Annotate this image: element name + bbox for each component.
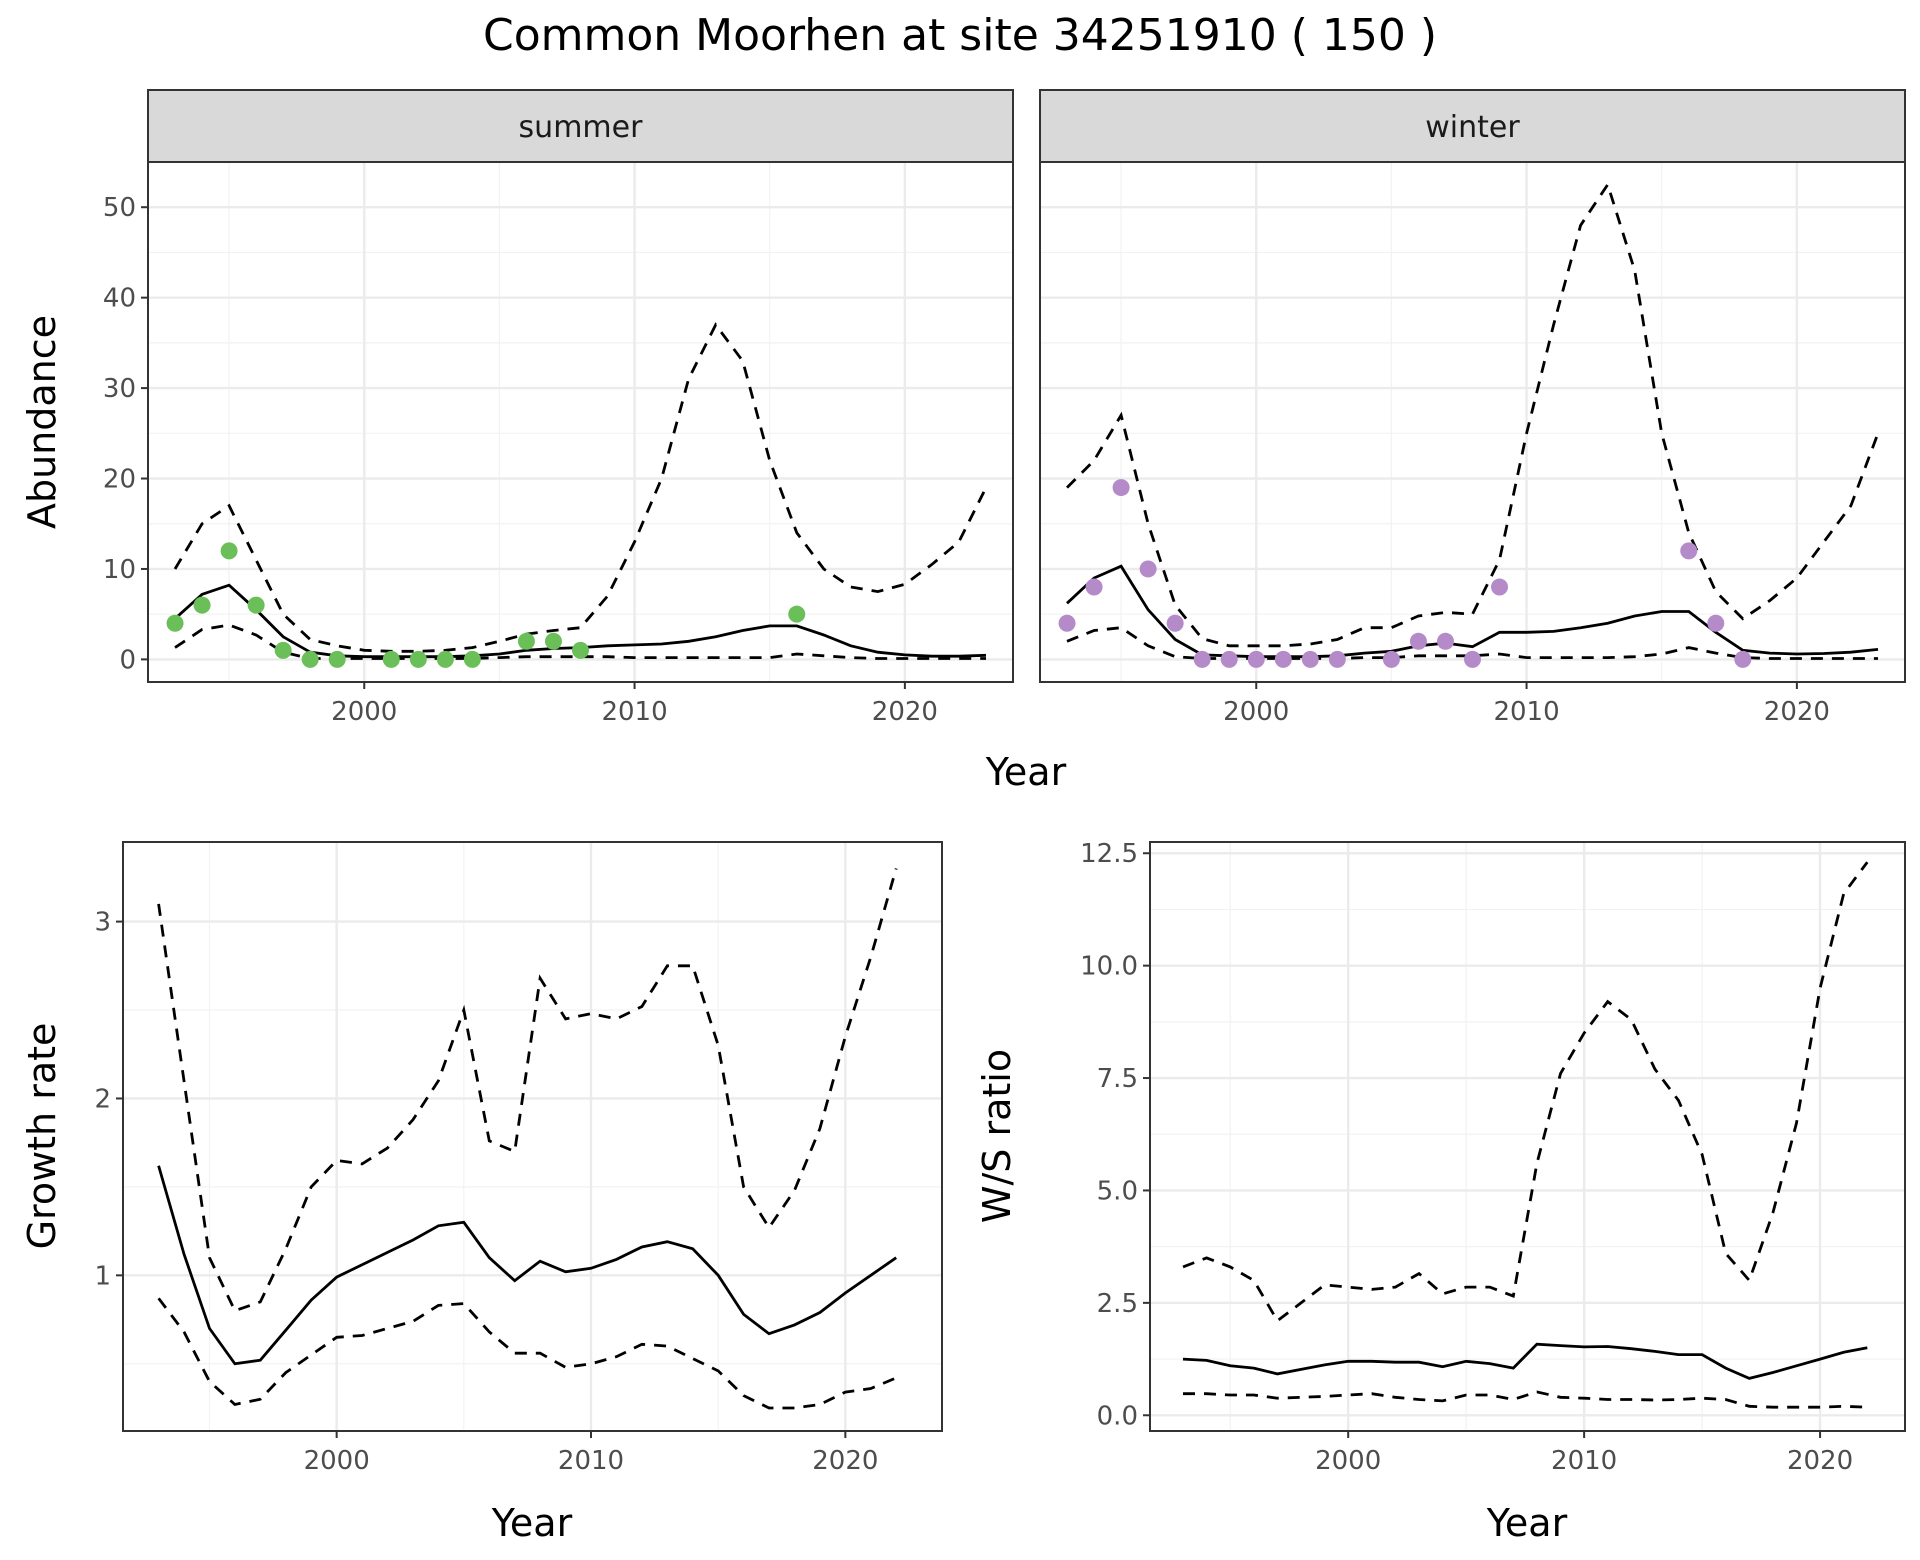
y-axis-label: Growth rate bbox=[20, 1023, 64, 1250]
x-tick-label: 2000 bbox=[1315, 1446, 1381, 1476]
observed-point bbox=[166, 614, 184, 632]
plot-background bbox=[148, 162, 1013, 682]
y-tick-label: 0.0 bbox=[1097, 1401, 1138, 1431]
y-tick-label: 40 bbox=[103, 284, 136, 314]
observed-point bbox=[1328, 650, 1346, 668]
observed-point bbox=[1464, 650, 1481, 668]
observed-point bbox=[1193, 650, 1211, 668]
observed-point bbox=[463, 650, 481, 668]
y-tick-label: 12.5 bbox=[1080, 839, 1138, 869]
panel-border bbox=[1039, 161, 1906, 683]
observed-point bbox=[1247, 650, 1265, 668]
observed-point bbox=[788, 605, 806, 623]
observed-point bbox=[1409, 632, 1427, 650]
plot-background bbox=[123, 842, 942, 1431]
x-tick-label: 2000 bbox=[331, 697, 397, 727]
facet-strip-label: winter bbox=[1425, 110, 1520, 145]
y-tick-label: 30 bbox=[103, 374, 136, 404]
estimate-line bbox=[1182, 1342, 1868, 1380]
abundance-panel-winter: winter 2000 2010 2020 bbox=[1039, 89, 1906, 727]
observed-point bbox=[1491, 578, 1509, 596]
plot-background bbox=[1040, 162, 1905, 682]
observed-point bbox=[193, 596, 211, 614]
observed-point bbox=[328, 650, 346, 668]
x-tick-label: 2000 bbox=[304, 1446, 370, 1476]
x-tick-label: 2020 bbox=[1787, 1446, 1853, 1476]
facet-strip bbox=[1039, 89, 1906, 163]
y-tick-label: 2 bbox=[94, 1084, 111, 1114]
panel-border bbox=[147, 161, 1014, 683]
observed-point bbox=[1436, 632, 1454, 650]
plot-background bbox=[1150, 842, 1905, 1431]
y-tick-label: 10 bbox=[103, 555, 136, 585]
y-tick-label: 20 bbox=[103, 465, 136, 495]
y-tick-label: 7.5 bbox=[1097, 1064, 1138, 1094]
lower-bound-line bbox=[157, 1297, 897, 1410]
x-tick-label: 2010 bbox=[601, 697, 667, 727]
observed-point bbox=[436, 650, 454, 668]
x-tick-label: 2010 bbox=[1493, 697, 1559, 727]
observed-point bbox=[1680, 542, 1698, 560]
ws-ratio-panel: 2000 2010 2020 0.0 2.5 5.0 7.5 10.0 12.5 W/S rati… bbox=[975, 839, 1906, 1545]
growth-rate-panel: 2000 2010 2020 1 2 3 Growth rate Year bbox=[20, 841, 943, 1545]
x-tick-label: 2020 bbox=[1764, 697, 1830, 727]
x-tick-label: 2020 bbox=[812, 1446, 878, 1476]
observed-point bbox=[301, 650, 319, 668]
observed-point bbox=[1085, 578, 1103, 596]
observed-point bbox=[1734, 650, 1752, 668]
x-tick-label: 2000 bbox=[1223, 697, 1289, 727]
x-axis-label: Year bbox=[985, 750, 1067, 794]
y-tick-label: 3 bbox=[94, 908, 111, 938]
upper-bound-line bbox=[157, 868, 898, 1313]
observed-point bbox=[1220, 650, 1238, 668]
observed-point bbox=[409, 650, 427, 668]
y-tick-label: 0 bbox=[119, 645, 136, 675]
estimate-line bbox=[157, 1165, 897, 1366]
y-axis-label: Abundance bbox=[20, 315, 64, 529]
x-tick-label: 2020 bbox=[872, 697, 938, 727]
observed-point bbox=[220, 542, 238, 560]
observed-point bbox=[1382, 650, 1400, 668]
facet-strip bbox=[147, 89, 1014, 163]
x-axis-label: Year bbox=[1486, 1501, 1568, 1545]
lower-bound-line bbox=[1183, 1390, 1868, 1409]
observed-point bbox=[1274, 650, 1292, 668]
observed-point bbox=[247, 596, 265, 614]
y-tick-label: 2.5 bbox=[1097, 1289, 1138, 1319]
y-tick-label: 10.0 bbox=[1080, 952, 1138, 982]
y-tick-label: 50 bbox=[103, 193, 136, 223]
upper-bound-line bbox=[1066, 181, 1880, 648]
y-tick-label: 5.0 bbox=[1097, 1176, 1138, 1206]
observed-point bbox=[274, 641, 292, 659]
facet-strip-label: summer bbox=[519, 110, 644, 145]
observed-point bbox=[1301, 650, 1319, 668]
abundance-panel-summer: summer 2000 2010 2020 0 10 20 30 40 50 Abundance Ye… bbox=[20, 89, 1067, 794]
observed-point bbox=[517, 632, 535, 650]
observed-point bbox=[1707, 614, 1725, 632]
upper-bound-line bbox=[1182, 861, 1869, 1323]
x-axis-label: Year bbox=[491, 1501, 573, 1545]
observed-point bbox=[1166, 614, 1184, 632]
panel-border bbox=[122, 841, 943, 1432]
panel-border bbox=[1149, 841, 1906, 1432]
y-tick-label: 1 bbox=[94, 1261, 111, 1291]
observed-point bbox=[572, 641, 589, 659]
figure-title: Common Moorhen at site 34251910 ( 150 ) bbox=[483, 10, 1437, 61]
observed-point bbox=[382, 650, 400, 668]
x-tick-label: 2010 bbox=[1551, 1446, 1617, 1476]
x-tick-label: 2010 bbox=[558, 1446, 624, 1476]
observed-point bbox=[1139, 560, 1157, 578]
observed-point bbox=[1058, 614, 1076, 632]
y-axis-label: W/S ratio bbox=[975, 1049, 1019, 1223]
observed-point bbox=[544, 632, 562, 650]
observed-point bbox=[1112, 479, 1130, 497]
